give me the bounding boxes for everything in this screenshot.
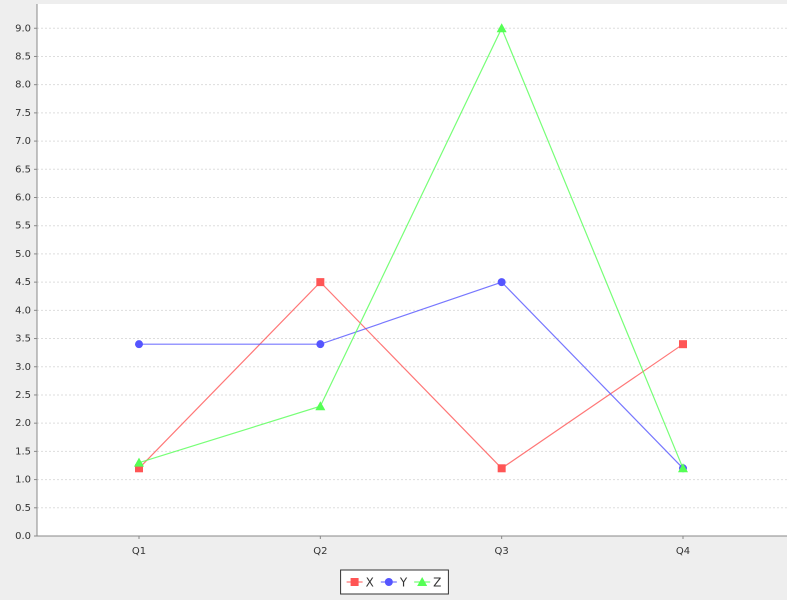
y-tick-label: 6.5 [15,164,31,175]
marker [497,464,506,473]
y-tick-label: 1.0 [15,475,31,486]
y-tick-label: 3.5 [15,334,31,345]
y-tick-label: 2.5 [15,390,31,401]
series-line [139,281,684,469]
marker [134,457,144,467]
legend-label: X [366,576,374,590]
marker [350,578,359,586]
series-line [138,26,684,469]
legend-label: Z [433,576,441,590]
y-tick-label: 1.5 [15,446,31,457]
x-tick-label: Q1 [132,546,146,557]
marker [417,577,428,586]
legend: X Y Z [346,576,441,590]
y-tick-label: 7.0 [15,136,31,147]
y-tick-label: 0.5 [15,503,31,514]
marker [316,340,325,349]
x-tick-label: Q2 [313,546,327,557]
y-tick-label: 5.0 [15,249,31,260]
y-tick-label: 2.0 [15,418,31,429]
y-tick-label: 5.5 [15,221,31,232]
marker [496,23,507,33]
marker [497,278,506,287]
y-tick-label: 8.5 [15,51,31,62]
x-tick-label: Q3 [495,546,509,557]
y-tick-label: 7.5 [15,108,31,119]
marker [315,401,326,411]
plot-area [37,4,787,536]
y-tick-label: 0.0 [15,531,31,542]
marker [384,578,393,586]
y-tick-label: 6.0 [15,193,31,204]
marker [135,340,143,349]
marker [316,278,325,287]
y-tick-label: 3.0 [15,362,31,373]
marker [678,463,688,473]
y-tick-label: 9.0 [15,23,31,34]
marker [679,340,687,349]
marker [135,464,143,473]
y-tick-label: 8.0 [15,80,31,91]
x-tick-label: Q4 [676,546,690,557]
y-tick-label: 4.5 [15,277,31,288]
series-line [138,281,684,470]
legend-label: Y [399,576,408,590]
y-tick-label: 4.0 [15,305,31,316]
